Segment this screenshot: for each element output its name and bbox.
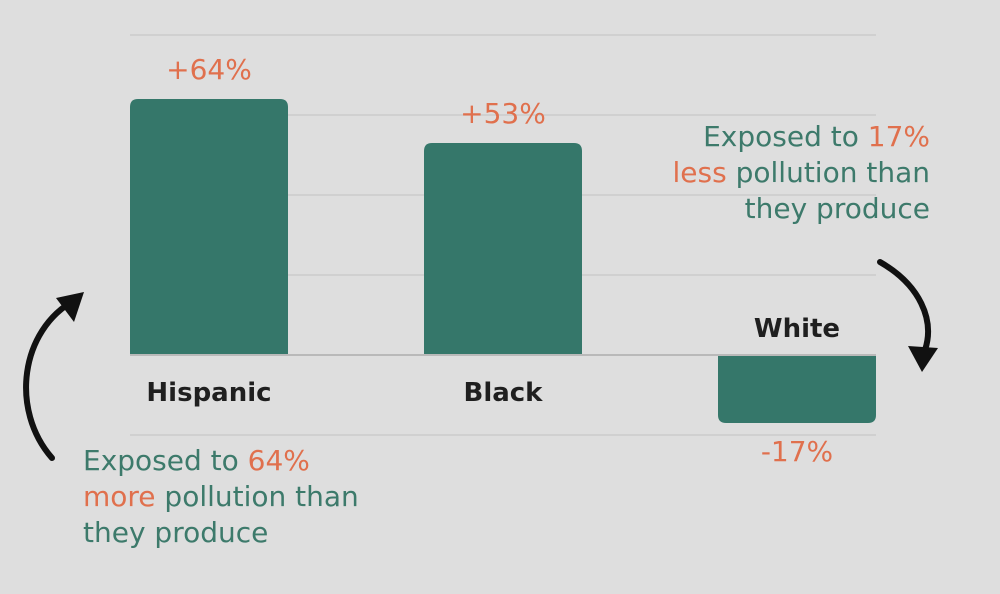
- curved-arrow-left: [23, 297, 78, 461]
- annotation-left-text: they produce: [83, 516, 269, 549]
- bar-hispanic: [130, 99, 288, 355]
- annotation-right: Exposed to 17% less pollution than they …: [673, 119, 930, 227]
- annotation-right-text: they produce: [744, 192, 930, 225]
- annotation-left-value: 64%: [247, 444, 310, 477]
- annotation-right-keyword: less: [672, 156, 727, 189]
- labels: +64% Hispanic +53% Black -17% White: [146, 53, 840, 468]
- value-label-hispanic: +64%: [166, 53, 252, 86]
- value-label-black: +53%: [460, 97, 546, 130]
- category-label-black: Black: [464, 378, 544, 408]
- arrowhead-left: [56, 292, 84, 322]
- category-label-hispanic: Hispanic: [146, 378, 271, 408]
- annotation-left-text: pollution than: [155, 480, 359, 513]
- category-label-white: White: [754, 314, 840, 344]
- curved-arrow-right: [877, 259, 931, 353]
- bars: [130, 99, 876, 423]
- bar-black: [424, 143, 582, 355]
- annotation-right-text: Exposed to: [703, 120, 868, 153]
- annotation-right-value: 17%: [867, 120, 930, 153]
- value-label-white: -17%: [761, 435, 833, 468]
- annotation-right-text: pollution than: [726, 156, 930, 189]
- arrows: [23, 259, 938, 461]
- arrowhead-right: [908, 346, 938, 372]
- annotation-left-keyword: more: [83, 480, 156, 513]
- annotation-left-text: Exposed to: [83, 444, 248, 477]
- annotation-left: Exposed to 64% more pollution than they …: [83, 443, 359, 551]
- bar-white: [718, 355, 876, 423]
